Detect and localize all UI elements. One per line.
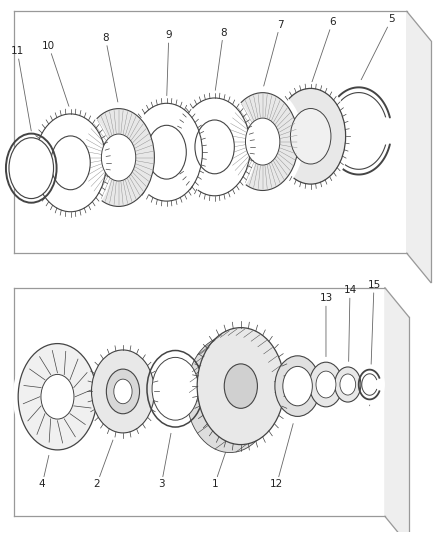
Ellipse shape: [106, 369, 140, 414]
Ellipse shape: [9, 138, 53, 199]
Ellipse shape: [13, 337, 102, 456]
Ellipse shape: [316, 371, 336, 398]
Text: 4: 4: [39, 418, 57, 489]
Ellipse shape: [186, 336, 274, 453]
Ellipse shape: [276, 88, 346, 184]
Ellipse shape: [18, 344, 97, 450]
Text: 15: 15: [367, 280, 381, 406]
Text: 2: 2: [93, 413, 123, 489]
Ellipse shape: [147, 125, 186, 179]
Ellipse shape: [227, 93, 298, 190]
Ellipse shape: [195, 120, 234, 174]
Text: 12: 12: [270, 407, 297, 489]
Ellipse shape: [269, 349, 326, 424]
Ellipse shape: [222, 86, 304, 197]
Ellipse shape: [78, 102, 159, 213]
Text: 11: 11: [11, 46, 31, 131]
Ellipse shape: [309, 362, 343, 407]
Text: 5: 5: [359, 14, 395, 85]
Ellipse shape: [275, 356, 320, 416]
Ellipse shape: [197, 328, 285, 445]
Ellipse shape: [51, 136, 90, 190]
Text: 1: 1: [211, 407, 241, 489]
Ellipse shape: [142, 344, 209, 433]
Ellipse shape: [83, 109, 154, 206]
Ellipse shape: [173, 91, 257, 203]
Ellipse shape: [354, 365, 385, 405]
Text: 13: 13: [319, 293, 332, 406]
Ellipse shape: [320, 80, 398, 182]
Ellipse shape: [245, 118, 280, 165]
Text: 8: 8: [215, 28, 227, 95]
Text: 3: 3: [158, 410, 175, 489]
Ellipse shape: [152, 358, 198, 420]
Ellipse shape: [224, 364, 258, 408]
Text: 8: 8: [102, 33, 119, 106]
Ellipse shape: [290, 109, 331, 164]
Ellipse shape: [340, 374, 356, 395]
Polygon shape: [407, 11, 431, 282]
Ellipse shape: [114, 379, 132, 403]
Ellipse shape: [335, 367, 361, 402]
Text: 9: 9: [166, 30, 172, 101]
Ellipse shape: [92, 350, 154, 433]
Ellipse shape: [85, 342, 161, 441]
Text: 6: 6: [311, 17, 336, 86]
Ellipse shape: [305, 357, 347, 412]
Ellipse shape: [271, 82, 351, 190]
Ellipse shape: [101, 134, 136, 181]
Polygon shape: [385, 288, 409, 533]
Text: 7: 7: [263, 20, 283, 90]
Ellipse shape: [125, 96, 208, 208]
Text: 14: 14: [343, 286, 357, 406]
Text: 10: 10: [42, 41, 71, 111]
Ellipse shape: [28, 107, 113, 219]
Ellipse shape: [41, 374, 74, 419]
Ellipse shape: [283, 366, 312, 406]
Ellipse shape: [330, 362, 365, 407]
